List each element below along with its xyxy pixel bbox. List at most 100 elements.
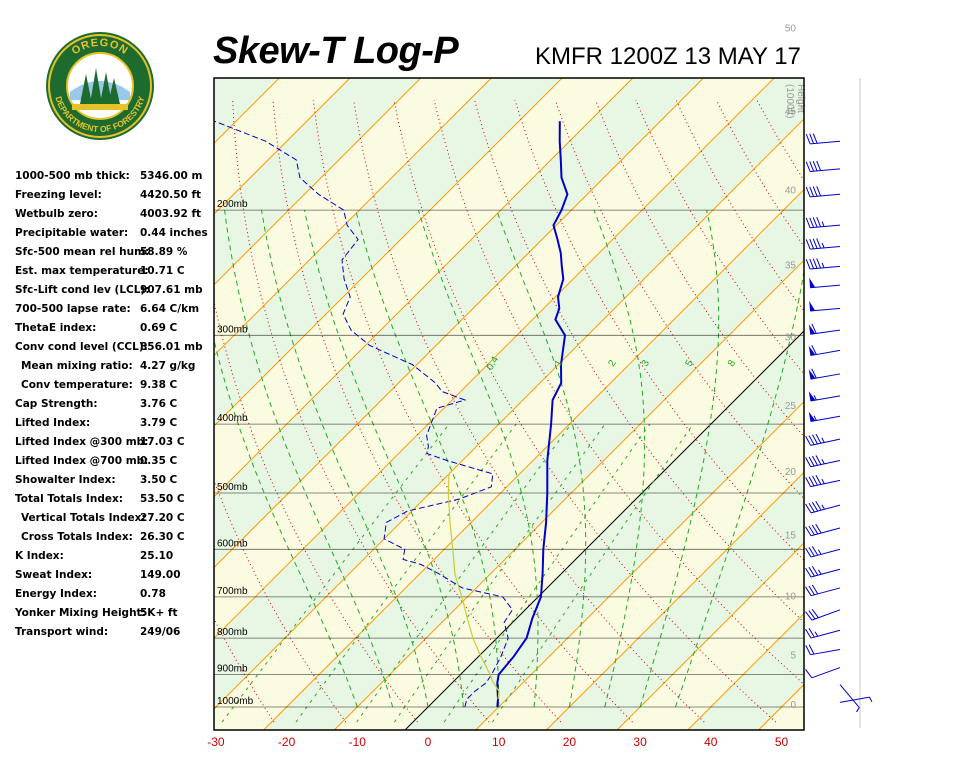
isotherm-line <box>829 78 960 730</box>
chart-title: Skew-T Log-P <box>213 30 459 72</box>
wind-barb-flag <box>811 344 817 355</box>
wind-barb-staff <box>810 504 841 514</box>
wind-barb <box>805 584 841 597</box>
stat-label: Conv temperature: <box>21 379 133 391</box>
wind-barb-flag <box>809 133 815 144</box>
wind-barb <box>805 133 841 145</box>
dry-adiabat <box>232 99 490 723</box>
dry-adiabat <box>272 99 562 723</box>
wind-barb-flag <box>816 258 822 269</box>
wind-barb-flag <box>808 435 815 445</box>
wind-barb-staff <box>810 479 841 488</box>
height-axis-title-line: (1000ft) <box>784 84 795 118</box>
wind-barb <box>805 475 841 488</box>
wind-barb-flag <box>816 238 822 249</box>
wind-barb-flag <box>805 259 811 270</box>
wind-barb-staff <box>810 568 841 578</box>
wind-barb <box>805 644 841 656</box>
wind-barb-half-flag <box>821 504 825 510</box>
stat-row: Conv cond level (CCL): 856.01 mb <box>15 338 215 357</box>
stat-value: 27.20 C <box>140 512 185 524</box>
wind-barb-staff <box>810 629 841 639</box>
wind-barb-flag <box>816 160 822 171</box>
stat-value: 26.30 C <box>140 531 185 543</box>
wind-barb-flag <box>808 566 815 577</box>
wind-barb-half-flag <box>814 631 819 637</box>
wind-barb-flag <box>805 586 812 596</box>
temperature-tick-label: 20 <box>563 735 577 749</box>
stat-row: Sfc-500 mean rel hum: 58.89 % <box>15 243 215 262</box>
pressure-label: 700mb <box>217 586 248 597</box>
wind-barb-flag <box>815 523 822 534</box>
wind-barb-flag <box>812 238 818 249</box>
wind-barb-flag <box>808 610 816 620</box>
wind-barb-flag <box>811 323 817 334</box>
stat-value: 3.79 C <box>140 417 178 429</box>
wind-barb-flag <box>811 609 819 619</box>
wind-barb-flag <box>808 456 815 467</box>
wind-barb-half-flag <box>817 569 822 575</box>
wind-barb-half-flag <box>813 395 817 401</box>
wind-barb-flag <box>812 186 818 197</box>
wind-barb-pennant <box>808 391 816 402</box>
wind-barb-flag <box>805 526 812 537</box>
temperature-tick-label: -10 <box>349 735 367 749</box>
wind-barb <box>805 433 841 446</box>
isotherm-line <box>333 259 804 730</box>
stat-label: Total Totals Index: <box>15 493 123 505</box>
wind-barb-flag <box>816 186 822 197</box>
stat-label: Est. max temperature: <box>15 265 149 277</box>
stat-row: Lifted Index: 3.79 C <box>15 414 215 433</box>
temperature-tick-label: 40 <box>704 735 718 749</box>
wind-barb-flag <box>815 475 822 485</box>
stat-label: K Index: <box>15 550 64 562</box>
moist-adiabat <box>593 209 646 708</box>
wind-barb-flag <box>805 567 812 578</box>
wind-barb-pennant <box>809 277 816 288</box>
mixing-ratio-label: 2 <box>606 358 619 369</box>
isotherm-line <box>214 78 775 639</box>
wind-barb-half-flag <box>821 262 825 268</box>
wind-barb <box>805 160 841 172</box>
wind-barb <box>808 368 841 380</box>
height-tick-label: 50 <box>785 24 797 35</box>
mixing-ratio-line <box>443 423 651 723</box>
stat-value: 4420.50 ft <box>140 189 202 201</box>
isotherm-band <box>0 78 209 730</box>
isotherm-band <box>0 78 138 730</box>
wind-barb <box>805 628 841 639</box>
wind-barb <box>805 258 841 270</box>
isotherm-line <box>475 400 804 730</box>
stat-value: 907.61 mb <box>140 284 203 296</box>
wind-barb-flag <box>811 368 817 379</box>
wind-barb <box>805 667 841 679</box>
wind-barb-half-flag <box>821 478 825 484</box>
wind-barb-half-flag <box>813 415 817 421</box>
stat-value: 0.78 <box>140 588 166 600</box>
wind-barb-staff <box>810 265 841 270</box>
wind-barb-flag <box>812 434 818 445</box>
dry-adiabat <box>878 100 960 722</box>
stat-label: Sfc-Lift cond lev (LCL): <box>15 284 150 296</box>
wind-barb-staff <box>810 648 841 656</box>
wind-barb <box>808 344 841 357</box>
wind-barb <box>808 411 841 422</box>
height-tick-label: 10 <box>785 591 797 602</box>
wind-barb-flag <box>805 187 811 198</box>
temperature-tick-label: -20 <box>278 735 296 749</box>
temperature-tick-label: 30 <box>633 735 647 749</box>
wind-barb-staff <box>839 684 860 708</box>
stat-row: Showalter Index: 3.50 C <box>15 471 215 490</box>
isotherm-line <box>214 78 704 569</box>
wind-barb-flag <box>809 238 815 249</box>
stat-label: Cap Strength: <box>15 398 98 410</box>
isotherm-line <box>214 78 563 427</box>
wind-barb <box>805 501 841 514</box>
stat-row: Transport wind: 249/06 <box>15 623 215 642</box>
wind-barb <box>808 391 841 402</box>
wind-barb-staff <box>810 245 841 250</box>
stat-value: 0.44 inches <box>140 227 208 239</box>
wind-barb-flag <box>808 644 815 655</box>
pressure-label: 200mb <box>217 199 248 210</box>
wind-barb-flag <box>811 524 819 535</box>
